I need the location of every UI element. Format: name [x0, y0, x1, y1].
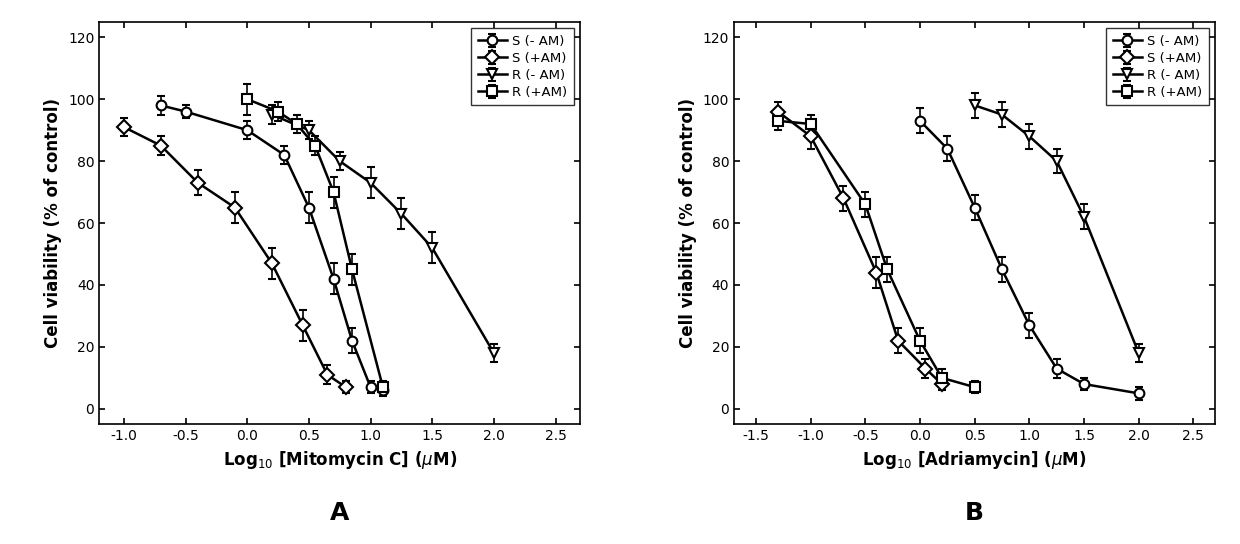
X-axis label: Log$_{10}$ [Mitomycin C] ($\mu$M): Log$_{10}$ [Mitomycin C] ($\mu$M)	[223, 449, 456, 471]
Y-axis label: Cell viability (% of control): Cell viability (% of control)	[45, 98, 62, 348]
Legend: S (- AM), S (+AM), R (- AM), R (+AM): S (- AM), S (+AM), R (- AM), R (+AM)	[1106, 28, 1209, 106]
Text: A: A	[330, 501, 350, 525]
Legend: S (- AM), S (+AM), R (- AM), R (+AM): S (- AM), S (+AM), R (- AM), R (+AM)	[471, 28, 574, 106]
Text: B: B	[965, 501, 985, 525]
Y-axis label: Cell viability (% of control): Cell viability (% of control)	[680, 98, 697, 348]
X-axis label: Log$_{10}$ [Adriamycin] ($\mu$M): Log$_{10}$ [Adriamycin] ($\mu$M)	[863, 449, 1087, 471]
